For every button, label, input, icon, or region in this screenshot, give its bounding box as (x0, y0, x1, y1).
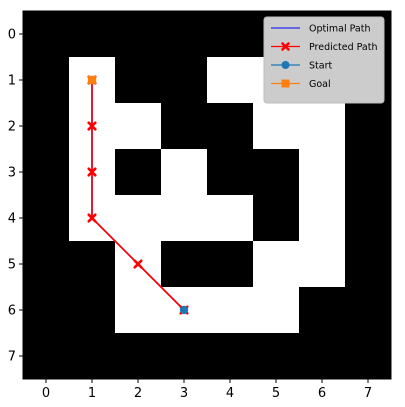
x-tick-label: 4 (226, 386, 234, 401)
maze-wall-cell (115, 149, 161, 195)
maze-free-cell (253, 103, 299, 149)
maze-free-cell (299, 149, 345, 195)
maze-free-cell (299, 195, 345, 241)
maze-wall-cell (253, 149, 299, 195)
maze-free-cell (207, 195, 253, 241)
y-tick-label: 1 (8, 74, 16, 89)
maze-wall-cell (207, 149, 253, 195)
maze-wall-cell (207, 11, 253, 57)
maze-free-cell (161, 195, 207, 241)
legend-marker-predicted-path (281, 42, 290, 51)
y-tick-label: 7 (8, 350, 16, 365)
maze-wall-cell (23, 195, 69, 241)
maze-wall-cell (69, 287, 115, 333)
x-tick-label: 0 (42, 386, 50, 401)
maze-free-cell (253, 287, 299, 333)
maze-wall-cell (23, 287, 69, 333)
maze-wall-cell (23, 11, 69, 57)
maze-wall-cell (345, 333, 391, 379)
maze-free-cell (299, 103, 345, 149)
maze-wall-cell (207, 241, 253, 287)
legend-marker-goal (281, 79, 290, 88)
maze-free-cell (207, 287, 253, 333)
maze-free-cell (299, 241, 345, 287)
legend: Optimal Path Predicted Path Start Goal (263, 16, 385, 104)
y-tick-label: 3 (8, 166, 16, 181)
maze-free-cell (161, 149, 207, 195)
maze-wall-cell (23, 241, 69, 287)
maze-wall-cell (207, 333, 253, 379)
maze-free-cell (115, 103, 161, 149)
maze-wall-cell (161, 11, 207, 57)
maze-wall-cell (161, 103, 207, 149)
x-tick-label: 2 (134, 386, 142, 401)
x-tick-label: 1 (88, 386, 96, 401)
maze-wall-cell (345, 287, 391, 333)
x-axis: 0 1 2 3 4 5 6 7 (42, 379, 372, 401)
axes-frame (22, 10, 392, 380)
maze-wall-cell (253, 195, 299, 241)
maze-free-cell (115, 195, 161, 241)
maze-wall-cell (161, 57, 207, 103)
legend-marker-start (281, 61, 290, 69)
maze-free-cell (115, 287, 161, 333)
y-tick-label: 2 (8, 120, 16, 135)
start-point (179, 305, 189, 315)
legend-box (263, 16, 385, 104)
maze-wall-cell (299, 333, 345, 379)
y-tick-label: 4 (8, 212, 16, 227)
x-tick-label: 6 (318, 386, 326, 401)
maze-wall-cell (115, 333, 161, 379)
y-tick-label: 6 (8, 304, 16, 319)
maze-wall-cell (345, 241, 391, 287)
legend-label-start: Start (309, 61, 332, 72)
maze-wall-cell (207, 103, 253, 149)
maze-free-cell (253, 241, 299, 287)
maze-wall-cell (345, 103, 391, 149)
legend-label-goal: Goal (309, 79, 331, 90)
x-tick-label: 7 (364, 386, 372, 401)
maze-wall-cell (23, 149, 69, 195)
legend-label-predicted-path: Predicted Path (309, 42, 378, 53)
x-tick-label: 3 (180, 386, 188, 401)
predicted-path-point (87, 167, 97, 177)
maze-wall-cell (345, 149, 391, 195)
legend-label-optimal-path: Optimal Path (309, 24, 370, 35)
y-tick-label: 5 (8, 258, 16, 273)
maze-wall-cell (69, 241, 115, 287)
maze-wall-cell (345, 195, 391, 241)
path-layer (87, 75, 189, 315)
predicted-path-point (133, 259, 143, 269)
maze-wall-cell (115, 11, 161, 57)
maze-wall-cell (299, 287, 345, 333)
predicted-path-line (91, 80, 185, 311)
maze-wall-cell (23, 57, 69, 103)
maze-wall-cell (115, 57, 161, 103)
maze-wall-cell (23, 103, 69, 149)
predicted-path-point (87, 213, 97, 223)
x-tick-label: 5 (272, 386, 280, 401)
predicted-path-point (87, 121, 97, 131)
maze-wall-cell (23, 333, 69, 379)
y-tick-label: 0 (8, 28, 16, 43)
maze-wall-cell (69, 333, 115, 379)
y-axis: 0 1 2 3 4 5 6 7 (8, 28, 23, 365)
maze-wall-cell (161, 333, 207, 379)
maze-wall-cell (161, 241, 207, 287)
maze-wall-cell (69, 11, 115, 57)
maze-wall-cell (253, 333, 299, 379)
maze-free-cell (207, 57, 253, 103)
goal-point (87, 75, 97, 85)
